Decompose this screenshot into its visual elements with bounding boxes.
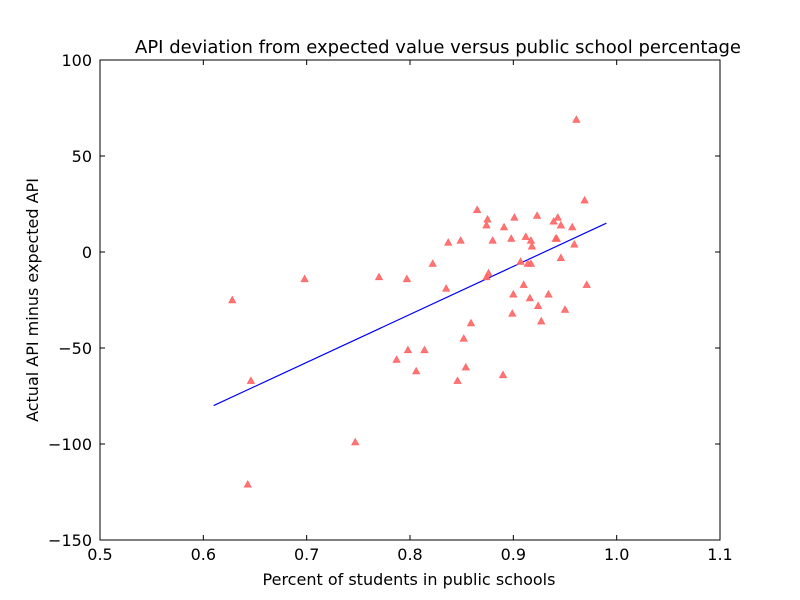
fit-line xyxy=(213,222,607,407)
data-points xyxy=(228,115,591,488)
data-point xyxy=(456,236,465,244)
data-point xyxy=(488,236,497,244)
data-point xyxy=(526,259,536,267)
data-point xyxy=(403,345,413,354)
data-point xyxy=(444,238,453,246)
data-point xyxy=(537,316,546,325)
data-point xyxy=(552,234,561,242)
trend-line xyxy=(213,222,607,407)
y-axis-label: Actual API minus expected API xyxy=(23,178,42,422)
data-point xyxy=(510,213,519,221)
x-axis-label: Percent of students in public schools xyxy=(263,570,556,589)
data-point xyxy=(519,280,528,288)
data-point xyxy=(549,216,558,225)
data-point xyxy=(527,241,537,250)
data-point xyxy=(459,334,468,342)
y-tick-label: −100 xyxy=(48,435,92,454)
data-point xyxy=(521,232,530,240)
chart-title: API deviation from expected value versus… xyxy=(135,37,741,58)
data-point xyxy=(553,213,562,221)
data-point xyxy=(509,289,518,298)
x-tick-label: 0.5 xyxy=(87,545,112,564)
data-point xyxy=(472,205,482,213)
data-point xyxy=(508,309,517,317)
y-tick-label: −150 xyxy=(48,531,92,550)
data-point xyxy=(556,253,566,261)
data-point xyxy=(507,234,516,242)
y-tick-label: 50 xyxy=(72,147,92,166)
data-point xyxy=(453,376,462,384)
data-point xyxy=(351,437,360,446)
data-point xyxy=(570,239,579,248)
data-point xyxy=(572,115,581,123)
data-point xyxy=(582,280,591,288)
data-point xyxy=(483,215,492,223)
x-tick-label: 0.7 xyxy=(294,545,319,564)
data-point xyxy=(482,272,491,281)
data-point xyxy=(526,236,536,244)
data-point xyxy=(402,274,412,283)
data-point xyxy=(420,345,429,354)
data-point xyxy=(525,293,535,302)
x-tick-label: 0.6 xyxy=(191,545,216,564)
data-point xyxy=(428,259,437,267)
data-point xyxy=(556,220,566,229)
data-point xyxy=(580,195,589,204)
x-tick-label: 1.1 xyxy=(707,545,732,564)
x-tick-label: 1.0 xyxy=(604,545,629,564)
data-point xyxy=(560,305,570,313)
data-point xyxy=(498,370,508,379)
y-tick-label: 0 xyxy=(82,243,92,262)
data-point xyxy=(300,274,309,283)
data-point xyxy=(533,301,543,309)
data-point xyxy=(499,222,509,231)
x-tick-label: 0.9 xyxy=(501,545,526,564)
data-point xyxy=(532,211,542,219)
plot-frame xyxy=(99,59,721,541)
data-point xyxy=(466,318,476,327)
x-tick-label: 0.8 xyxy=(397,545,422,564)
y-tick-label: −50 xyxy=(58,339,92,358)
data-point xyxy=(461,362,470,371)
data-point xyxy=(568,222,577,231)
axis-ticks: 0.5 0.6 0.7 0.8 0.9 1.0 1.1 100 50 0 −50 −100 −150 xyxy=(48,51,733,564)
data-point xyxy=(516,257,525,265)
y-tick-label: 100 xyxy=(61,51,92,70)
data-point xyxy=(412,366,421,375)
data-point xyxy=(243,479,252,488)
data-point xyxy=(544,289,553,298)
data-point xyxy=(441,284,451,292)
data-point xyxy=(246,376,256,384)
data-point xyxy=(482,220,491,229)
data-point xyxy=(484,268,493,277)
data-point xyxy=(392,355,401,363)
data-point xyxy=(228,295,237,304)
data-point xyxy=(374,272,384,281)
